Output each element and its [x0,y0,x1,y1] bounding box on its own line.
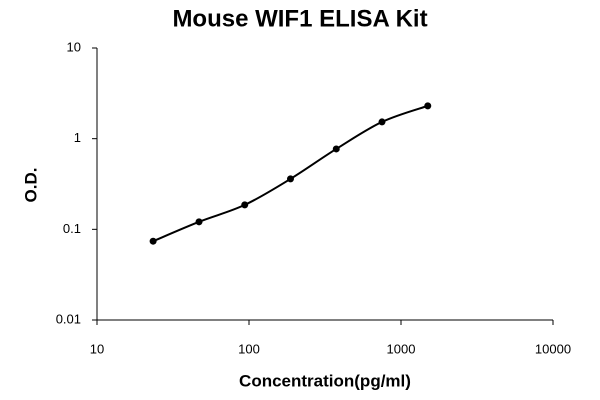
y-axis-label: O.D. [21,168,40,203]
x-tick-label: 100 [238,341,260,356]
x-axis-label: Concentration(pg/ml) [239,371,411,390]
fit-curve [152,104,429,243]
y-tick-label: 0.1 [63,221,81,236]
y-tick-label: 10 [67,39,81,54]
data-point [241,201,249,209]
x-tick-label: 10000 [535,341,571,356]
y-tick-label: 1 [74,130,81,145]
data-point [378,118,386,126]
data-point [195,218,203,226]
x-tick-label: 10 [90,341,104,356]
data-point [149,237,157,245]
y-tick-label: 0.01 [56,311,81,326]
x-tick-label: 1000 [387,341,416,356]
data-point [424,102,432,110]
data-point [286,175,294,183]
data-point [332,145,340,153]
chart-title: Mouse WIF1 ELISA Kit [172,5,427,32]
